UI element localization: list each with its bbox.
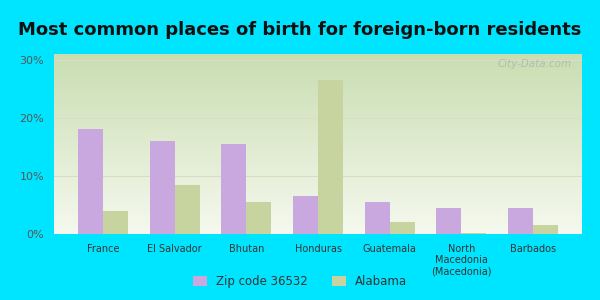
Bar	[54, 214, 582, 216]
Bar	[54, 72, 582, 74]
Bar	[54, 135, 582, 137]
Bar	[54, 101, 582, 104]
Bar	[318, 80, 343, 234]
Bar	[436, 208, 461, 234]
Bar	[54, 196, 582, 198]
Bar	[54, 167, 582, 169]
Bar	[54, 207, 582, 209]
Bar	[54, 97, 582, 99]
Bar	[247, 202, 271, 234]
Bar	[54, 119, 582, 122]
Text: City-Data.com: City-Data.com	[497, 59, 571, 69]
Bar	[54, 153, 582, 155]
Bar	[54, 160, 582, 162]
Bar	[78, 130, 103, 234]
Bar	[54, 194, 582, 196]
Bar	[54, 88, 582, 90]
Bar	[103, 211, 128, 234]
Bar	[54, 191, 582, 194]
Bar	[54, 92, 582, 95]
Bar	[54, 124, 582, 126]
Bar	[54, 128, 582, 130]
Bar	[54, 90, 582, 92]
Bar	[54, 65, 582, 68]
Bar	[54, 189, 582, 191]
Bar	[54, 173, 582, 175]
Bar	[54, 74, 582, 77]
Bar	[54, 212, 582, 214]
Bar	[54, 106, 582, 108]
Bar	[54, 148, 582, 151]
Bar	[54, 220, 582, 223]
Bar	[54, 202, 582, 205]
Bar	[54, 227, 582, 230]
Bar	[54, 146, 582, 148]
Bar	[54, 99, 582, 101]
Bar	[175, 184, 200, 234]
Bar	[54, 122, 582, 124]
Bar	[54, 103, 582, 106]
Bar	[389, 222, 415, 234]
Bar	[54, 137, 582, 140]
Bar	[54, 110, 582, 112]
Bar	[54, 171, 582, 173]
Bar	[54, 112, 582, 115]
Bar	[54, 155, 582, 158]
Bar	[54, 180, 582, 182]
Bar	[54, 81, 582, 83]
Bar	[54, 63, 582, 65]
Bar	[54, 58, 582, 61]
Bar	[54, 130, 582, 133]
Bar	[54, 117, 582, 119]
Bar	[293, 196, 318, 234]
Bar	[54, 225, 582, 227]
Bar	[508, 208, 533, 234]
Bar	[54, 223, 582, 225]
Bar	[54, 216, 582, 218]
Bar	[54, 108, 582, 110]
Bar	[54, 94, 582, 97]
Text: Most common places of birth for foreign-born residents: Most common places of birth for foreign-…	[19, 21, 581, 39]
Bar	[54, 209, 582, 211]
Bar	[54, 68, 582, 70]
Bar	[54, 218, 582, 220]
Bar	[54, 200, 582, 202]
Bar	[461, 233, 487, 234]
Bar	[54, 56, 582, 58]
Bar	[54, 70, 582, 72]
Bar	[54, 184, 582, 187]
Bar	[221, 144, 247, 234]
Bar	[54, 133, 582, 135]
Bar	[54, 144, 582, 146]
Bar	[54, 83, 582, 85]
Bar	[54, 187, 582, 189]
Bar	[54, 142, 582, 144]
Bar	[54, 176, 582, 178]
Bar	[54, 205, 582, 207]
Bar	[54, 79, 582, 81]
Bar	[54, 162, 582, 164]
Bar	[54, 232, 582, 234]
Bar	[54, 85, 582, 88]
Bar	[533, 225, 558, 234]
Bar	[54, 61, 582, 63]
Bar	[54, 158, 582, 160]
Bar	[54, 169, 582, 171]
Bar	[54, 151, 582, 153]
Legend: Zip code 36532, Alabama: Zip code 36532, Alabama	[193, 275, 407, 288]
Bar	[54, 178, 582, 180]
Bar	[54, 230, 582, 232]
Bar	[54, 140, 582, 142]
Bar	[54, 182, 582, 184]
Bar	[54, 126, 582, 128]
Bar	[54, 54, 582, 56]
Bar	[365, 202, 389, 234]
Bar	[54, 198, 582, 200]
Bar	[54, 76, 582, 79]
Bar	[54, 164, 582, 166]
Bar	[149, 141, 175, 234]
Bar	[54, 115, 582, 117]
